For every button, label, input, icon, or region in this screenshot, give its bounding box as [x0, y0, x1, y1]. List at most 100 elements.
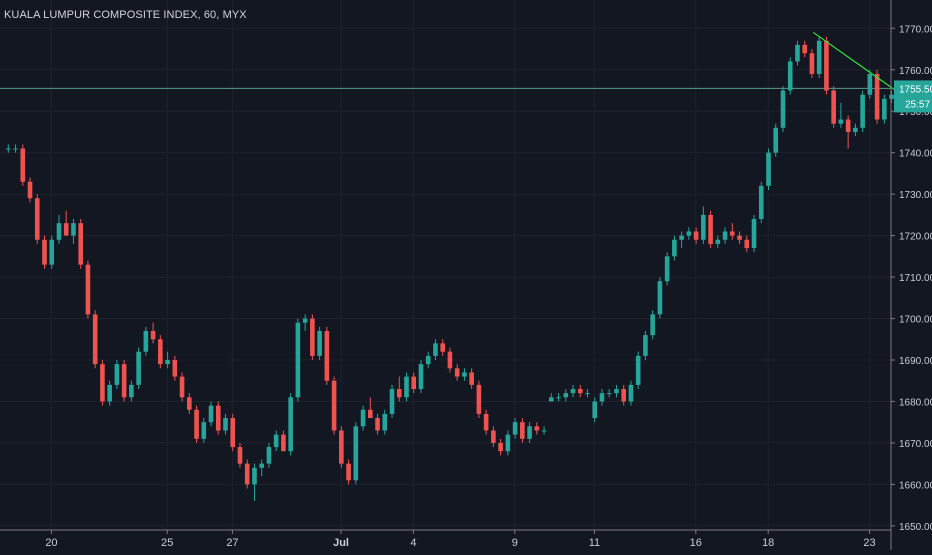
- candle-body: [708, 214, 713, 244]
- candle-body: [71, 223, 76, 236]
- candle-body: [85, 264, 91, 315]
- candle-body: [867, 73, 873, 95]
- price-tick-label: 1720.00: [899, 232, 932, 243]
- candle-body: [889, 94, 894, 99]
- candle-body: [505, 434, 511, 452]
- candle-body: [628, 384, 634, 402]
- chart-title: KUALA LUMPUR COMPOSITE INDEX, 60, MYX: [4, 9, 247, 21]
- time-tick-label: 11: [589, 537, 600, 549]
- candle-body: [288, 397, 293, 452]
- price-tick-label: 1750.00: [899, 107, 932, 118]
- candle-body: [570, 389, 576, 394]
- candle-body: [860, 94, 865, 128]
- candle-body: [686, 231, 692, 236]
- candle-body: [693, 231, 699, 240]
- candle-body: [317, 330, 322, 356]
- candle-body: [353, 426, 359, 481]
- candle-body: [563, 393, 569, 398]
- candle-body: [585, 393, 590, 395]
- candle-body: [20, 148, 26, 182]
- candle-body: [310, 318, 315, 356]
- candle-body: [744, 239, 750, 249]
- candle-body: [657, 281, 663, 315]
- candle-body: [150, 330, 156, 340]
- trendline[interactable]: [812, 31, 908, 100]
- candle-body: [158, 339, 163, 365]
- candle-body: [520, 422, 525, 439]
- candle-body: [722, 231, 728, 240]
- candle-body: [404, 376, 409, 398]
- candle-body: [650, 314, 655, 336]
- candle-body: [476, 384, 482, 414]
- last-price-label-bg: [894, 80, 932, 113]
- last-price-value: 1755.50: [899, 84, 932, 95]
- time-tick-label: 18: [762, 537, 774, 549]
- candle-body: [715, 239, 721, 244]
- candle-body: [346, 463, 351, 481]
- candle-body: [512, 422, 518, 435]
- candle-body: [223, 418, 228, 431]
- candle-body: [324, 330, 330, 381]
- candle-body: [411, 376, 417, 390]
- candle-body: [375, 418, 380, 431]
- candle-body: [136, 351, 141, 385]
- time-tick-label: 25: [161, 537, 173, 549]
- candle-body: [42, 239, 47, 265]
- candle-body: [252, 467, 257, 485]
- candle-body: [469, 372, 474, 385]
- time-tick-label: 16: [690, 537, 702, 549]
- price-tick-label: 1680.00: [899, 397, 932, 408]
- candle-body: [643, 335, 648, 356]
- candle-body: [527, 426, 532, 439]
- candle-body: [27, 181, 33, 199]
- candle-body: [165, 360, 170, 365]
- candle-body: [107, 384, 112, 402]
- candle-body: [34, 198, 40, 240]
- candle-body: [63, 223, 69, 236]
- candle-body: [824, 40, 829, 91]
- candle-body: [606, 393, 612, 395]
- candle-body: [679, 235, 684, 240]
- candle-body: [56, 223, 62, 240]
- candle-body: [491, 430, 496, 443]
- candle-body: [773, 127, 779, 153]
- candle-body: [447, 351, 453, 369]
- candle-body: [230, 418, 236, 448]
- candle-body: [483, 413, 489, 431]
- candle-body: [295, 322, 301, 398]
- candle-body: [78, 223, 83, 265]
- candle-body: [541, 430, 547, 432]
- candle-body: [172, 360, 178, 377]
- candle-body: [425, 355, 431, 365]
- candle-body: [809, 53, 815, 74]
- candle-body: [418, 364, 424, 390]
- candle-body: [853, 127, 858, 132]
- candle-body: [339, 430, 344, 464]
- price-axis[interactable]: 1650.00 1660.00 1670.00 1680.00 1690.00 1700.…: [890, 0, 932, 550]
- candles: [6, 36, 902, 501]
- time-tick-label: 20: [45, 537, 57, 549]
- price-tick-label: 1690.00: [899, 356, 932, 367]
- candle-body: [882, 98, 887, 120]
- candle-body: [143, 330, 149, 352]
- time-tick-label: 23: [863, 537, 875, 549]
- candle-body: [737, 235, 742, 240]
- time-tick-label: 4: [410, 537, 416, 549]
- price-tick-label: 1660.00: [899, 480, 932, 491]
- candle-body: [549, 397, 554, 402]
- candle-body: [201, 422, 207, 439]
- candle-body: [215, 405, 221, 431]
- candle-body: [92, 314, 98, 365]
- candle-body: [816, 40, 822, 74]
- time-tick-label: 27: [226, 537, 238, 549]
- candle-body: [498, 442, 503, 452]
- candle-body: [556, 397, 561, 399]
- candle-body: [592, 401, 598, 419]
- candle-body: [577, 389, 583, 394]
- last-price-label: 1755.50 25:57: [894, 80, 932, 113]
- candle-body: [838, 119, 844, 124]
- candle-body: [730, 231, 735, 236]
- time-axis[interactable]: 20 25 27 Jul 4 9 11 16 18 23: [0, 529, 891, 549]
